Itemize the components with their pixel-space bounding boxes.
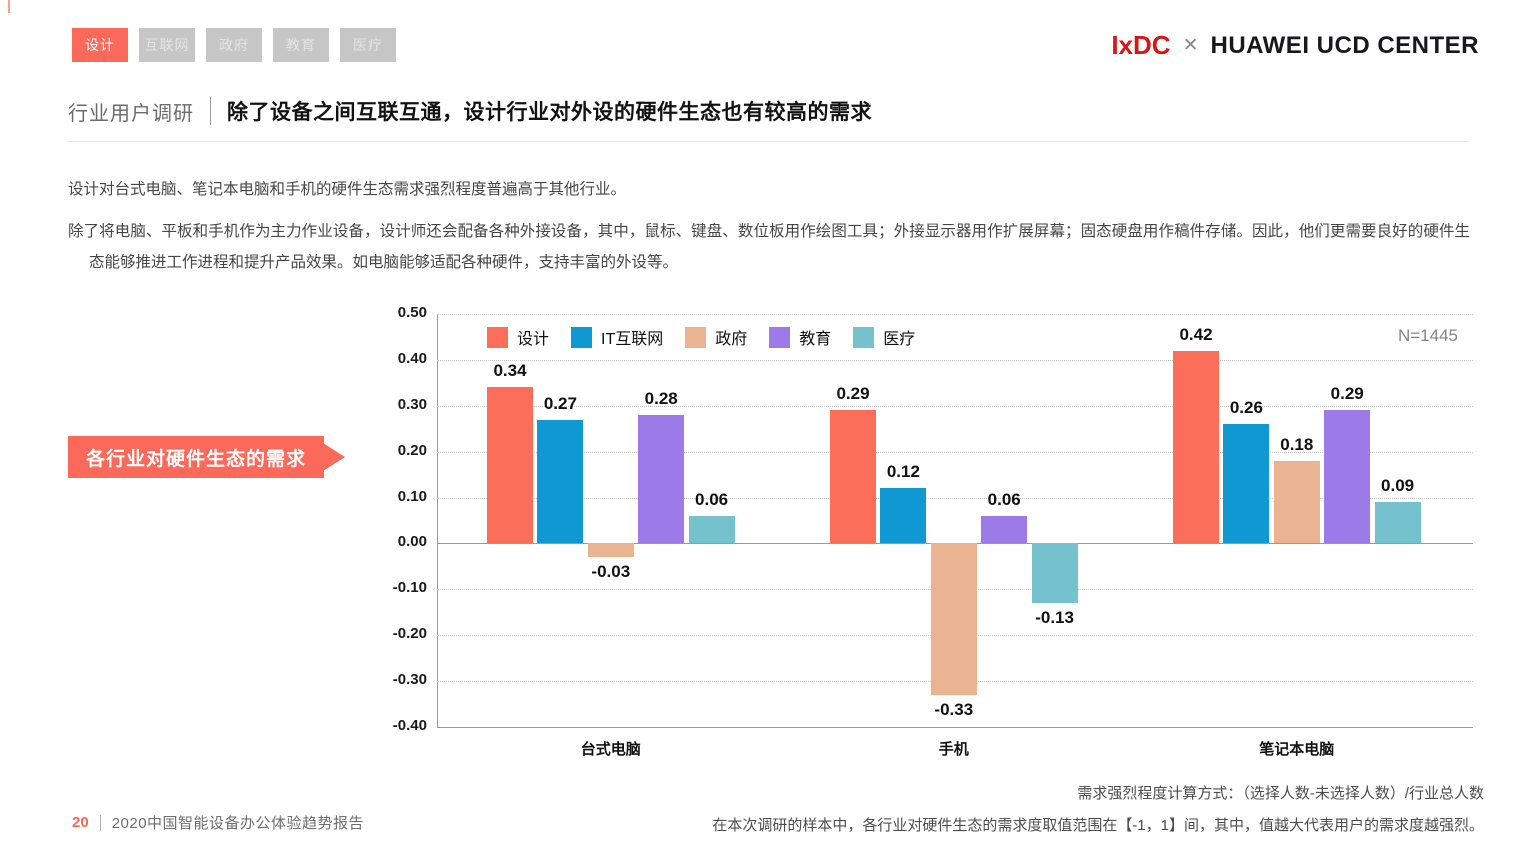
bar: [880, 488, 927, 544]
section-label: 行业用户调研: [68, 102, 194, 125]
report-title: 2020中国智能设备办公体验趋势报告: [111, 815, 365, 832]
gridline: [437, 314, 1473, 315]
y-tick-label: -0.10: [392, 579, 427, 597]
industry-tabs: 设计 互联网 政府 教育 医疗: [72, 28, 396, 62]
y-axis-line: [437, 314, 438, 727]
legend-item: 医疗: [853, 325, 915, 349]
tab-internet[interactable]: 互联网: [139, 28, 195, 62]
tab-design[interactable]: 设计: [72, 28, 128, 62]
y-tick-label: 0.40: [397, 349, 427, 367]
bar-value-label: -0.33: [934, 699, 974, 719]
legend-swatch: [853, 326, 875, 348]
tab-medical[interactable]: 医疗: [340, 28, 396, 62]
y-tick-label: 0.00: [397, 533, 427, 551]
category-label: 笔记本电脑: [1259, 741, 1335, 758]
page-title: 除了设备之间互联互通，设计行业对外设的硬件生态也有较高的需求: [227, 101, 872, 124]
page-number: 20: [72, 814, 89, 831]
y-tick-label: 0.30: [397, 395, 427, 413]
bar: [688, 515, 735, 544]
bar-value-label: 0.34: [493, 361, 527, 381]
footnote-formula: 需求强烈程度计算方式：（选择人数-未选择人数）/行业总人数: [1077, 785, 1484, 802]
header-divider: [210, 97, 211, 125]
callout-arrow-icon: [323, 443, 346, 471]
category-label: 手机: [938, 741, 969, 758]
tab-education[interactable]: 教育: [273, 28, 329, 62]
footer-divider: [99, 814, 101, 831]
bar: [981, 515, 1028, 544]
bar: [1031, 543, 1078, 604]
chart-callout-banner: 各行业对硬件生态的需求: [68, 436, 346, 478]
bar: [587, 543, 634, 558]
ixdc-logo: IxDC: [1111, 30, 1171, 60]
bar-value-label: 0.26: [1229, 398, 1263, 418]
accent-sliver: [8, 0, 10, 13]
y-tick-label: -0.20: [392, 625, 427, 643]
legend-item: 设计: [487, 325, 549, 349]
tab-government[interactable]: 政府: [206, 28, 262, 62]
bar: [1374, 502, 1421, 544]
bar-value-label: 0.12: [886, 462, 920, 482]
bar: [1223, 424, 1270, 544]
brand-logo: IxDC ✕ HUAWEI UCD CENTER: [1111, 30, 1479, 61]
legend-label: IT互联网: [601, 331, 664, 348]
bar: [1173, 350, 1219, 544]
bar: [487, 387, 533, 544]
y-tick-label: 0.50: [397, 304, 427, 321]
bar: [537, 419, 584, 544]
legend-swatch: [685, 326, 707, 348]
bar-value-label: 0.42: [1179, 324, 1213, 344]
gridline: [437, 497, 1473, 499]
gridline: [437, 405, 1473, 407]
bar: [638, 414, 685, 544]
chart-footnotes: 需求强烈程度计算方式：（选择人数-未选择人数）/行业总人数 在本次调研的样本中，…: [712, 778, 1484, 842]
bar: [1273, 460, 1320, 544]
bar-value-label: 0.27: [543, 393, 577, 413]
y-tick-label: 0.20: [397, 441, 427, 459]
cross-icon: ✕: [1182, 35, 1199, 56]
legend-label: 政府: [715, 331, 748, 348]
y-tick-label: 0.10: [397, 487, 427, 505]
bar: [830, 410, 876, 544]
legend-label: 教育: [799, 331, 832, 348]
bar-value-label: 0.29: [1330, 384, 1364, 404]
bar-value-label: 0.29: [836, 384, 870, 404]
legend-swatch: [571, 326, 593, 348]
bar-chart: 设计 IT互联网 政府 教育 医疗 N=1445 0.50 0.40 0.30 0.20 0.1…: [393, 304, 1473, 758]
bar-value-label: -0.03: [591, 562, 631, 582]
bar-value-label: 0.09: [1381, 476, 1415, 496]
legend-label: 医疗: [883, 331, 916, 348]
footnote-range: 在本次调研的样本中，各行业对硬件生态的需求度取值范围在【-1，1】间，其中，值越…: [712, 817, 1484, 834]
legend-label: 设计: [517, 331, 550, 348]
legend-swatch: [487, 326, 508, 348]
chart-callout-label: 各行业对硬件生态的需求: [86, 448, 307, 470]
legend-item: 政府: [685, 325, 747, 349]
y-tick-label: -0.40: [392, 717, 427, 734]
gridline: [437, 359, 1473, 361]
category-label: 台式电脑: [580, 741, 641, 758]
header-rule: [68, 141, 1468, 142]
gridline: [437, 451, 1473, 453]
page-footer: 20 2020中国智能设备办公体验趋势报告: [72, 812, 364, 833]
legend-item: IT互联网: [571, 325, 663, 349]
bar-value-label: -0.13: [1035, 608, 1074, 628]
detail-paragraph: 除了将电脑、平板和手机作为主力作业设备，设计师还会配备各种外接设备，其中，鼠标、…: [68, 223, 1470, 271]
page-header: 行业用户调研 除了设备之间互联互通，设计行业对外设的硬件生态也有较高的需求: [68, 96, 872, 126]
sample-size-label: N=1445: [1397, 326, 1458, 345]
bar: [1324, 410, 1371, 544]
bar-value-label: 0.06: [987, 489, 1021, 509]
bar-value-label: 0.28: [644, 388, 678, 408]
chart-legend: 设计 IT互联网 政府 教育 医疗: [487, 325, 915, 349]
legend-item: 教育: [769, 325, 831, 349]
summary-paragraph: 设计对台式电脑、笔记本电脑和手机的硬件生态需求强烈程度普遍高于其他行业。: [68, 181, 627, 198]
huawei-ucd-logo: HUAWEI UCD CENTER: [1210, 31, 1479, 59]
y-tick-label: -0.30: [392, 671, 427, 689]
bar-value-label: 0.06: [695, 489, 729, 509]
bar: [930, 543, 977, 695]
bar-value-label: 0.18: [1280, 434, 1314, 454]
legend-swatch: [769, 326, 791, 348]
gridline: [437, 727, 1473, 728]
